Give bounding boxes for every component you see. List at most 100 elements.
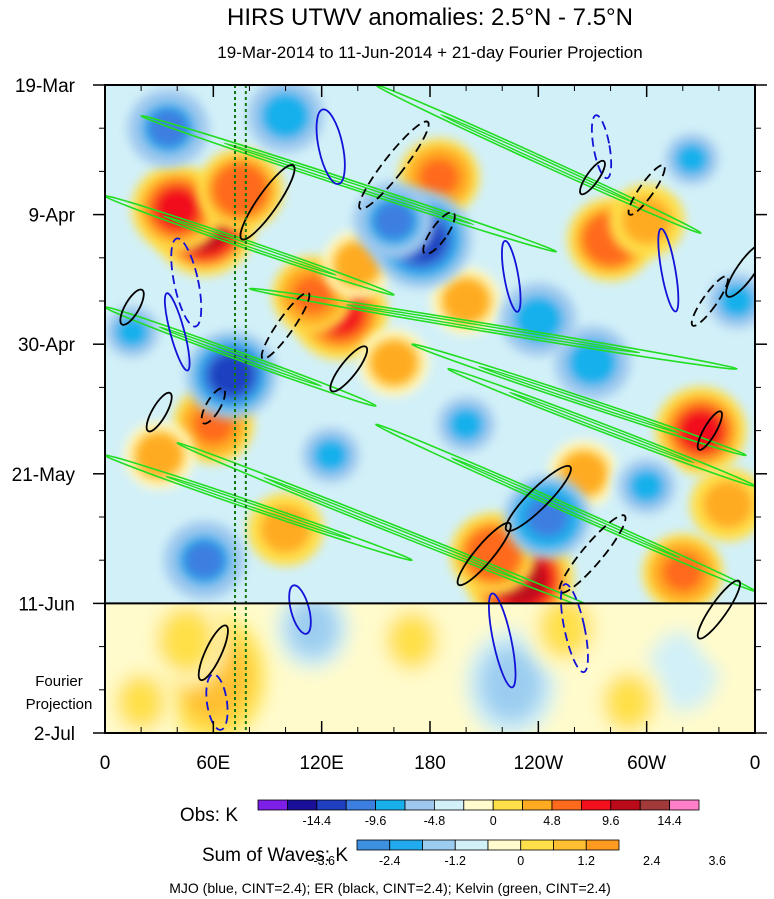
projection-anomaly-ring (603, 673, 655, 732)
projection-anomaly-blob (647, 631, 719, 712)
y-tick-label: 9-Apr (29, 206, 76, 227)
mjo-contour-negative (170, 237, 203, 328)
projection-anomaly-blob (465, 629, 557, 733)
obs-colorbar-tick-label: 9.6 (602, 814, 619, 828)
projection-label-line2: Projection (26, 696, 93, 713)
projection-anomaly-blob (527, 603, 604, 673)
obs-anomaly-ring (375, 345, 413, 380)
er-contour-negative (558, 514, 627, 594)
kelvin-contour-inner (440, 113, 637, 205)
obs-anomaly-ring (447, 283, 485, 319)
er-contour-positive (239, 164, 296, 241)
obs-anomaly-blob (358, 328, 430, 397)
waves-colorbar-swatch (356, 839, 391, 851)
er-contour-positive (696, 410, 723, 451)
waves-colorbar-swatch (422, 839, 456, 851)
kelvin-contour (375, 423, 755, 592)
er-contour-negative (200, 387, 226, 425)
obs-anomaly-ring (339, 246, 376, 282)
obs-anomaly-ring (565, 456, 602, 491)
kelvin-contour-inner (346, 303, 641, 354)
obs-anomaly-ring (628, 469, 665, 504)
obs-colorbar-swatch (669, 799, 700, 811)
mjo-contour-positive (288, 584, 312, 635)
kelvin-contour-inner (478, 365, 680, 434)
obs-colorbar-tick-label: -4.8 (424, 814, 446, 828)
x-tick-label: 60E (196, 753, 230, 774)
obs-anomaly-blob (430, 390, 502, 459)
x-tick-label: 120W (514, 753, 564, 774)
er-contour-positive (725, 242, 755, 298)
er-contour-negative (358, 120, 430, 210)
obs-colorbar-swatch (404, 799, 435, 811)
er-contour-negative (260, 291, 311, 360)
mjo-contour-positive (501, 239, 522, 313)
waves-colorbar-tick-label: -2.4 (379, 854, 401, 868)
obs-anomaly-ring (418, 158, 460, 197)
obs-colorbar-tick-label: -9.6 (365, 814, 387, 828)
er-contour-positive (119, 288, 145, 326)
obs-colorbar-swatch (639, 799, 671, 811)
waves-colorbar-swatch (553, 839, 587, 851)
kelvin-band (105, 195, 395, 296)
obs-colorbar-tick-label: -14.4 (303, 814, 332, 828)
kelvin-contour-inner (165, 475, 352, 540)
y-tick-label: 21-May (12, 465, 76, 486)
obs-colorbar-swatch (286, 799, 318, 811)
projection-anomaly-ring (157, 606, 216, 675)
obs-anomaly-ring (183, 540, 225, 580)
waves-colorbar-swatch (520, 839, 554, 851)
chart-subtitle: 19-Mar-2014 to 11-Jun-2014 + 21-day Four… (217, 43, 642, 62)
kelvin-contour (105, 195, 395, 296)
obs-anomaly-blob (295, 421, 367, 490)
projection-anomaly-ring (116, 674, 166, 731)
obs-colorbar-tick-label: 4.8 (543, 814, 560, 828)
obs-anomaly-blob (127, 89, 209, 168)
kelvin-contour-inner (263, 476, 525, 582)
obs-colorbar-swatch (551, 799, 582, 811)
mjo-contour-positive (488, 592, 517, 689)
obs-anomaly-blob (247, 85, 324, 153)
waves-colorbar-tick-label: -3.6 (313, 854, 335, 868)
waves-colorbar-tick-label: 2.4 (643, 854, 660, 868)
projection-anomaly-blob (592, 660, 666, 733)
waves-colorbar-swatch (389, 839, 423, 851)
waves-colorbar-tick-label: 1.2 (578, 854, 595, 868)
obs-anomaly-ring (447, 407, 485, 442)
mjo-contour-positive (657, 227, 680, 313)
obs-anomaly-ring (154, 186, 201, 230)
obs-anomaly-ring (662, 553, 704, 592)
er-contour-positive (504, 464, 572, 532)
obs-colorbar-tick-label: 14.4 (657, 814, 681, 828)
obs-anomaly-blob (163, 521, 245, 600)
waves-colorbar-swatch (487, 839, 522, 851)
obs-colorbar-swatch (581, 799, 612, 811)
er-contour-positive (329, 345, 369, 393)
obs-anomaly-blob (185, 330, 278, 420)
obs-anomaly-ring (718, 283, 755, 319)
waves-colorbar-swatch (585, 839, 620, 851)
obs-anomaly-blob (123, 421, 195, 490)
obs-anomaly-blob (689, 467, 755, 542)
obs-anomaly-ring (708, 486, 748, 523)
obs-colorbar-tick-label: 0 (490, 814, 497, 828)
obs-anomaly-ring (573, 344, 612, 381)
kelvin-band (140, 114, 558, 253)
projection-anomaly-blob (105, 662, 177, 733)
obs-anomaly-ring (147, 108, 189, 148)
x-tick-label: 60W (627, 753, 666, 774)
projection-anomaly-ring (704, 603, 752, 655)
kelvin-contour (411, 343, 747, 457)
obs-colorbar: -14.4 -9.6 -4.8 0 4.8 9.6 14.4 (257, 799, 700, 828)
obs-anomaly-ring (519, 301, 558, 338)
mjo-contour-positive (163, 292, 191, 372)
er-contour-positive (197, 624, 229, 682)
chart-title: HIRS UTWV anomalies: 2.5°N - 7.5°N (227, 4, 633, 31)
obs-anomaly-ring (141, 438, 178, 473)
kelvin-band (176, 442, 612, 603)
obs-colorbar-swatch (433, 799, 465, 811)
obs-anomaly-blob (658, 127, 725, 191)
kelvin-contour-inner (162, 215, 337, 276)
projection-anomaly-ring (287, 603, 339, 658)
